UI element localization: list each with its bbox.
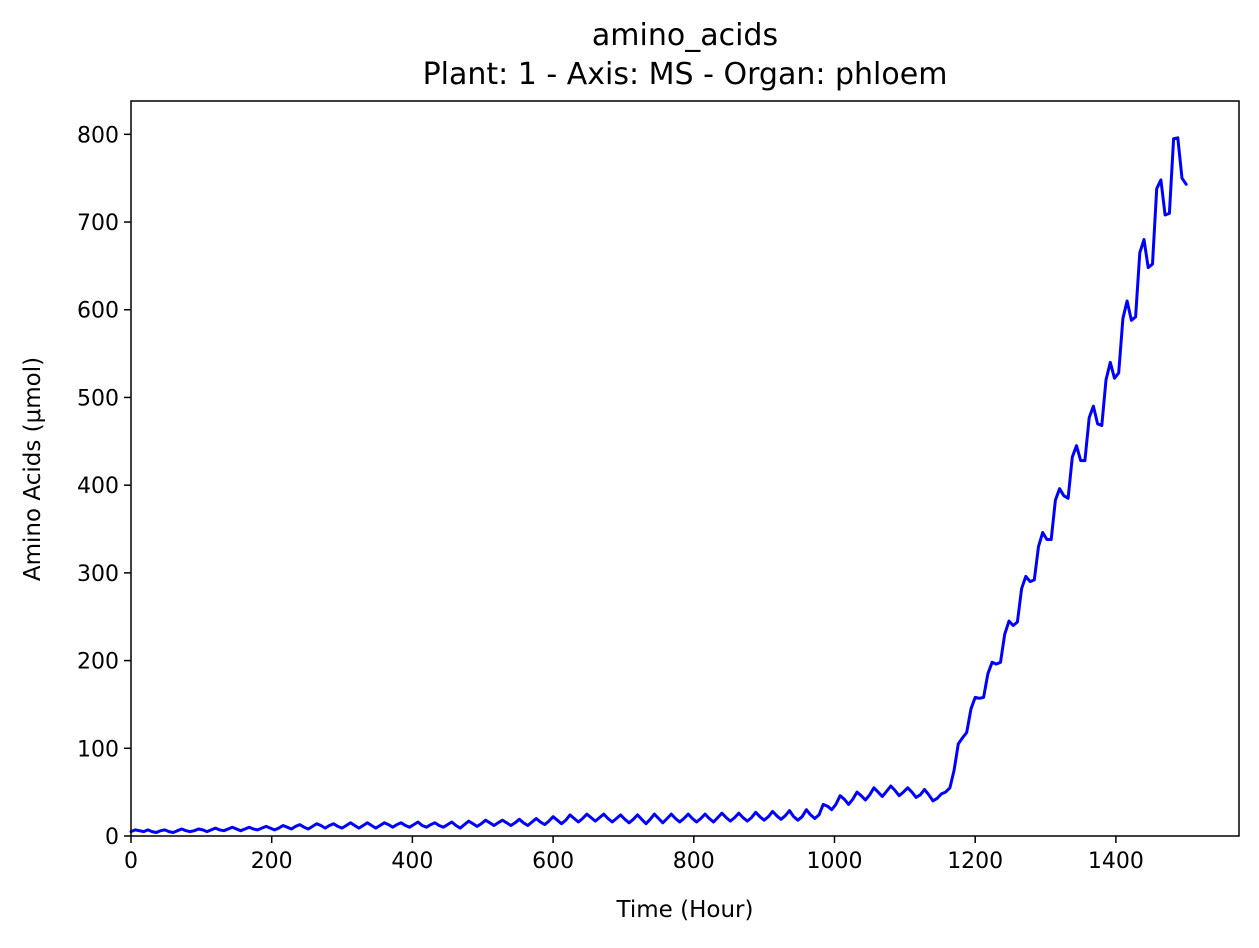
x-tick-label: 800 [673,849,715,874]
y-tick-label: 500 [77,386,119,411]
y-tick-label: 600 [77,299,119,324]
series-line [129,136,1188,834]
y-axis-label: Amino Acids (μmol) [20,357,46,581]
x-tick-label: 600 [532,849,574,874]
plot-frame [130,100,1240,837]
x-tick-label: 400 [391,849,433,874]
y-tick-label: 700 [77,211,119,236]
y-tick-label: 0 [105,825,119,850]
x-tick-label: 0 [124,849,138,874]
y-tick-label: 100 [77,737,119,762]
x-tick-label: 1200 [947,849,1003,874]
x-tick-label: 1400 [1088,849,1144,874]
y-tick-label: 300 [77,562,119,587]
chart-title: amino_acids [592,18,778,53]
y-axis: 0 100 200 300 400 500 600 700 800 [77,123,131,850]
x-axis-label: Time (Hour) [616,897,754,923]
y-tick-label: 800 [77,123,119,148]
chart-subtitle: Plant: 1 - Axis: MS - Organ: phloem [423,57,948,92]
x-tick-label: 200 [251,849,293,874]
y-tick-label: 400 [77,474,119,499]
y-tick-label: 200 [77,650,119,675]
x-axis: 0 200 400 600 800 1000 1200 1400 [124,836,1144,874]
x-tick-label: 1000 [806,849,862,874]
